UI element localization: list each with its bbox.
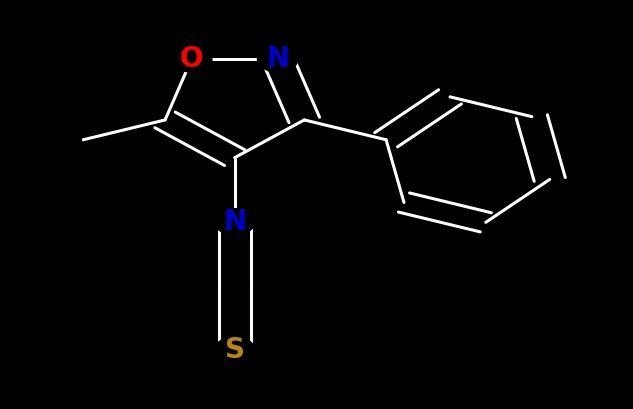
Text: N: N (266, 45, 289, 73)
Circle shape (215, 337, 255, 363)
Circle shape (172, 46, 212, 72)
Text: S: S (225, 336, 245, 364)
Text: N: N (223, 208, 246, 236)
Text: O: O (180, 45, 203, 73)
Circle shape (215, 209, 255, 235)
Circle shape (258, 46, 298, 72)
